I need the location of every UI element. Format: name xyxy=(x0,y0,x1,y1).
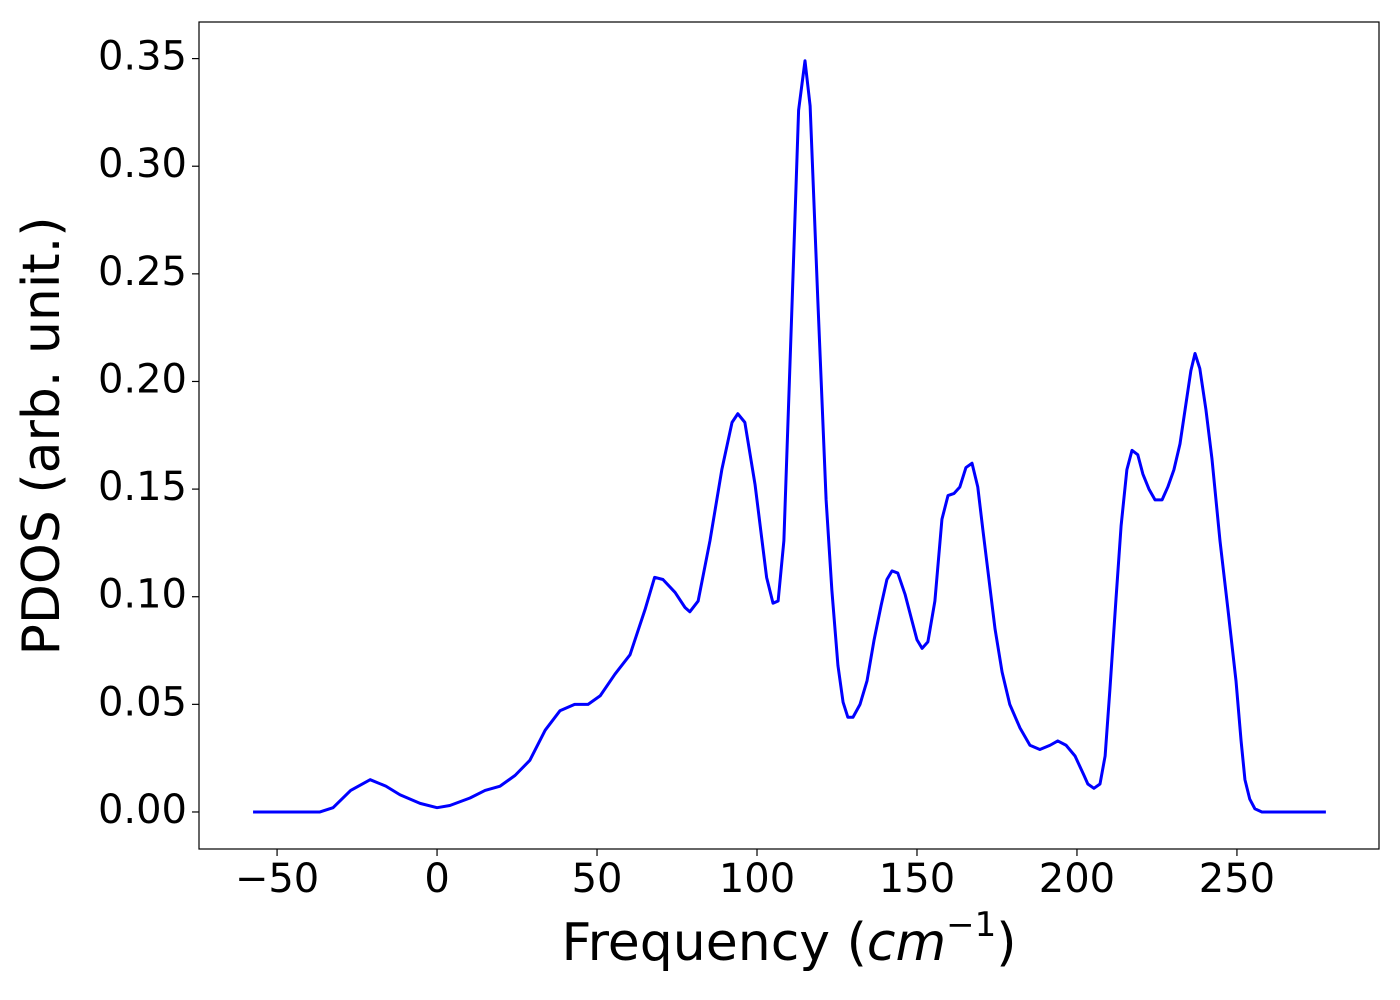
y-tick-label: 0.15 xyxy=(98,464,187,510)
x-label-exponent: −1 xyxy=(946,905,996,945)
pdos-line xyxy=(253,59,1326,814)
x-axis-label: Frequency (cm−1) xyxy=(561,905,1016,974)
x-tick-label: 0 xyxy=(424,856,449,902)
y-tick-label: 0.00 xyxy=(98,787,187,833)
y-tick-label: 0.10 xyxy=(98,572,187,618)
x-tick-label: −50 xyxy=(235,856,319,902)
x-label-prefix: Frequency ( xyxy=(561,913,866,973)
x-label-unit: cm xyxy=(867,913,946,973)
y-tick-label: 0.35 xyxy=(98,34,187,80)
y-axis-label: PDOS (arb. unit.) xyxy=(12,216,72,655)
x-tick-label: 250 xyxy=(1199,856,1275,902)
x-tick-label: 100 xyxy=(719,856,795,902)
y-tick-label: 0.20 xyxy=(98,356,187,402)
x-tick-label: 50 xyxy=(572,856,623,902)
x-tick-label: 200 xyxy=(1039,856,1115,902)
y-tick-label: 0.30 xyxy=(98,141,187,187)
x-label-suffix: ) xyxy=(996,913,1016,973)
y-tick-label: 0.25 xyxy=(98,249,187,295)
plot-frame xyxy=(198,21,1380,850)
y-tick-label: 0.05 xyxy=(98,679,187,725)
x-tick-label: 150 xyxy=(879,856,955,902)
